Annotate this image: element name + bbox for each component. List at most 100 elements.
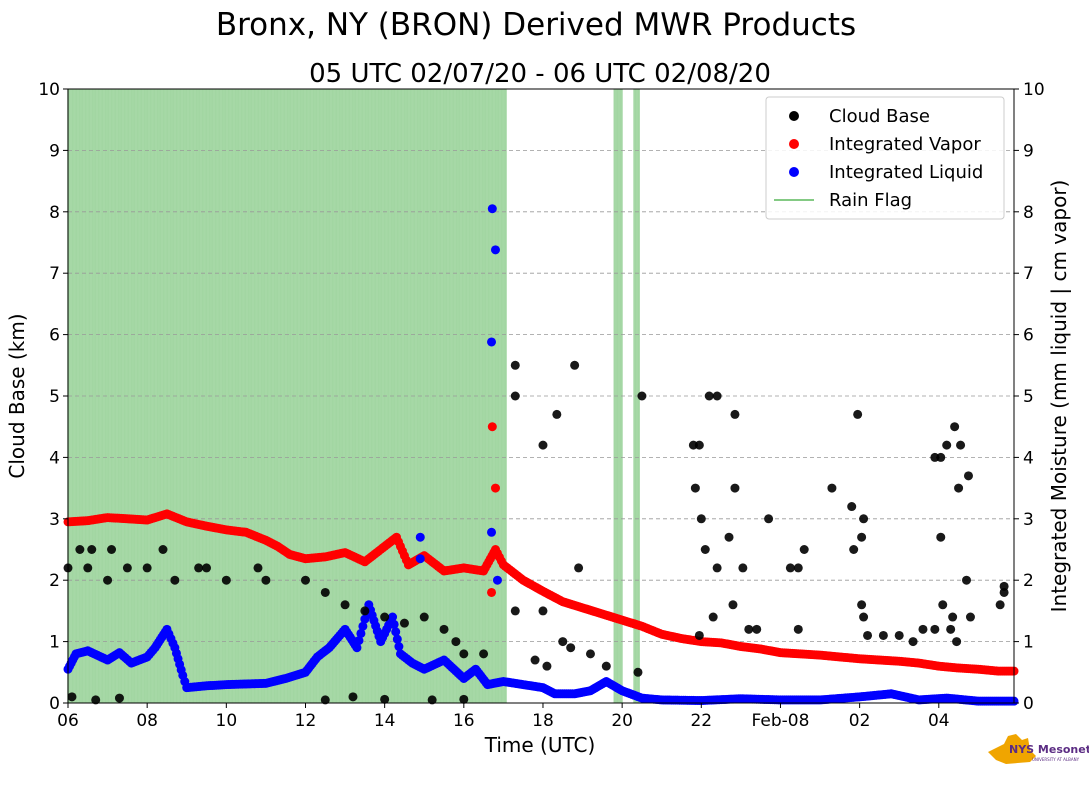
cloud-base-point (799, 545, 809, 554)
legend-marker-integrated-liquid (789, 167, 799, 177)
cloud-base-point (878, 630, 888, 640)
y-tick-label-left: 7 (49, 264, 60, 284)
integrated-liquid-point (487, 204, 497, 214)
y-tick-label-right: 9 (1023, 141, 1034, 161)
y-tick-label-left: 1 (49, 633, 60, 653)
logo-text: NYS Mesonet (1009, 743, 1089, 756)
legend-label-integrated-liquid: Integrated Liquid (829, 162, 983, 183)
cloud-base-point (380, 612, 390, 622)
y-tick-label-right: 0 (1023, 694, 1034, 714)
cloud-base-point (91, 695, 101, 705)
cloud-base-point (827, 483, 837, 493)
x-tick-label: 10 (216, 711, 238, 731)
cloud-base-point (857, 600, 867, 610)
cloud-base-point (552, 409, 562, 419)
cloud-base-point (859, 514, 869, 524)
cloud-base-point (67, 692, 77, 702)
x-tick-label: 20 (611, 711, 633, 731)
integrated-liquid-point (356, 628, 366, 638)
x-tick-label: 08 (136, 711, 158, 731)
cloud-base-point (360, 606, 370, 616)
integrated-liquid-point (389, 619, 399, 629)
series-cloud-base (63, 360, 1009, 705)
legend-label-rain-flag: Rain Flag (829, 190, 912, 211)
integrated-liquid-point (490, 245, 500, 255)
x-tick-label: 18 (532, 711, 554, 731)
x-tick-label: 16 (453, 711, 475, 731)
integrated-vapor-point (487, 587, 497, 597)
y-tick-label-right: 10 (1023, 80, 1045, 100)
integrated-liquid-point (358, 621, 368, 631)
cloud-base-point (730, 483, 740, 493)
cloud-base-point (962, 575, 972, 585)
cloud-base-point (399, 618, 409, 628)
cloud-base-point (948, 612, 958, 622)
x-tick-label: Feb-08 (752, 711, 810, 731)
y-axis-label-right: Integrated Moisture (mm liquid | cm vapo… (1047, 180, 1071, 613)
y-tick-label-right: 3 (1023, 510, 1034, 530)
cloud-base-point (221, 575, 231, 585)
cloud-base-point (300, 575, 310, 585)
legend-box (765, 96, 1005, 220)
cloud-base-point (479, 649, 489, 659)
integrated-liquid-point (487, 337, 497, 347)
cloud-base-point (427, 695, 437, 705)
integrated-liquid-point (352, 643, 362, 653)
integrated-liquid-point (360, 614, 370, 624)
cloud-base-point (694, 440, 704, 450)
grid-layer (68, 149, 1014, 642)
cloud-base-point (574, 563, 584, 573)
cloud-base-point (995, 600, 1005, 610)
cloud-base-point (696, 514, 706, 524)
cloud-base-point (510, 391, 520, 401)
legend-marker-cloud-base (789, 111, 799, 121)
y-tick-label-right: 4 (1023, 448, 1034, 468)
integrated-liquid-point (487, 527, 497, 537)
cloud-base-point (690, 483, 700, 493)
nys-mesonet-logo: NYS Mesonet UNIVERSITY AT ALBANY (988, 734, 1089, 764)
cloud-base-point (558, 637, 568, 647)
cloud-base-point (946, 624, 956, 634)
cloud-base-point (633, 667, 643, 677)
cloud-base-point (510, 606, 520, 616)
cloud-base-point (950, 422, 960, 432)
cloud-base-point (194, 563, 204, 573)
integrated-liquid-point (392, 634, 402, 644)
cloud-base-point (451, 637, 461, 647)
cloud-base-point (87, 545, 97, 554)
cloud-base-point (744, 624, 754, 634)
tick-layer: 06 08 10 12 14 16 18 20 22 Feb-08 02 040 01 12 23 34 45 5… (38, 80, 1044, 731)
cloud-base-point (538, 440, 548, 450)
y-axis-label-left: Cloud Base (km) (5, 313, 29, 478)
cloud-base-point (728, 600, 738, 610)
cloud-base-point (107, 545, 117, 554)
cloud-base-point (952, 637, 962, 647)
y-tick-label-right: 2 (1023, 571, 1034, 591)
cloud-base-point (320, 695, 330, 705)
cloud-base-point (459, 694, 469, 704)
cloud-base-point (752, 624, 762, 634)
x-tick-label: 02 (849, 711, 871, 731)
chart-subtitle: 05 UTC 02/07/20 - 06 UTC 02/08/20 (309, 59, 771, 89)
cloud-base-point (253, 563, 263, 573)
cloud-base-point (793, 624, 803, 634)
cloud-base-point (510, 360, 520, 370)
legend: Cloud Base Integrated Vapor Integrated L… (765, 96, 1005, 220)
cloud-base-point (942, 440, 952, 450)
y-tick-label-left: 2 (49, 571, 60, 591)
cloud-base-point (103, 575, 113, 585)
cloud-base-point (170, 575, 180, 585)
cloud-base-point (340, 600, 350, 610)
integrated-liquid-point (415, 532, 425, 542)
cloud-base-point (459, 649, 469, 659)
cloud-base-point (538, 606, 548, 616)
integrated-liquid-point (388, 612, 398, 622)
x-tick-label: 12 (295, 711, 317, 731)
cloud-base-point (601, 661, 611, 671)
x-tick-label: 22 (690, 711, 712, 731)
cloud-base-point (738, 563, 748, 573)
cloud-base-point (566, 643, 576, 653)
cloud-base-point (938, 600, 948, 610)
cloud-base-point (936, 532, 946, 542)
